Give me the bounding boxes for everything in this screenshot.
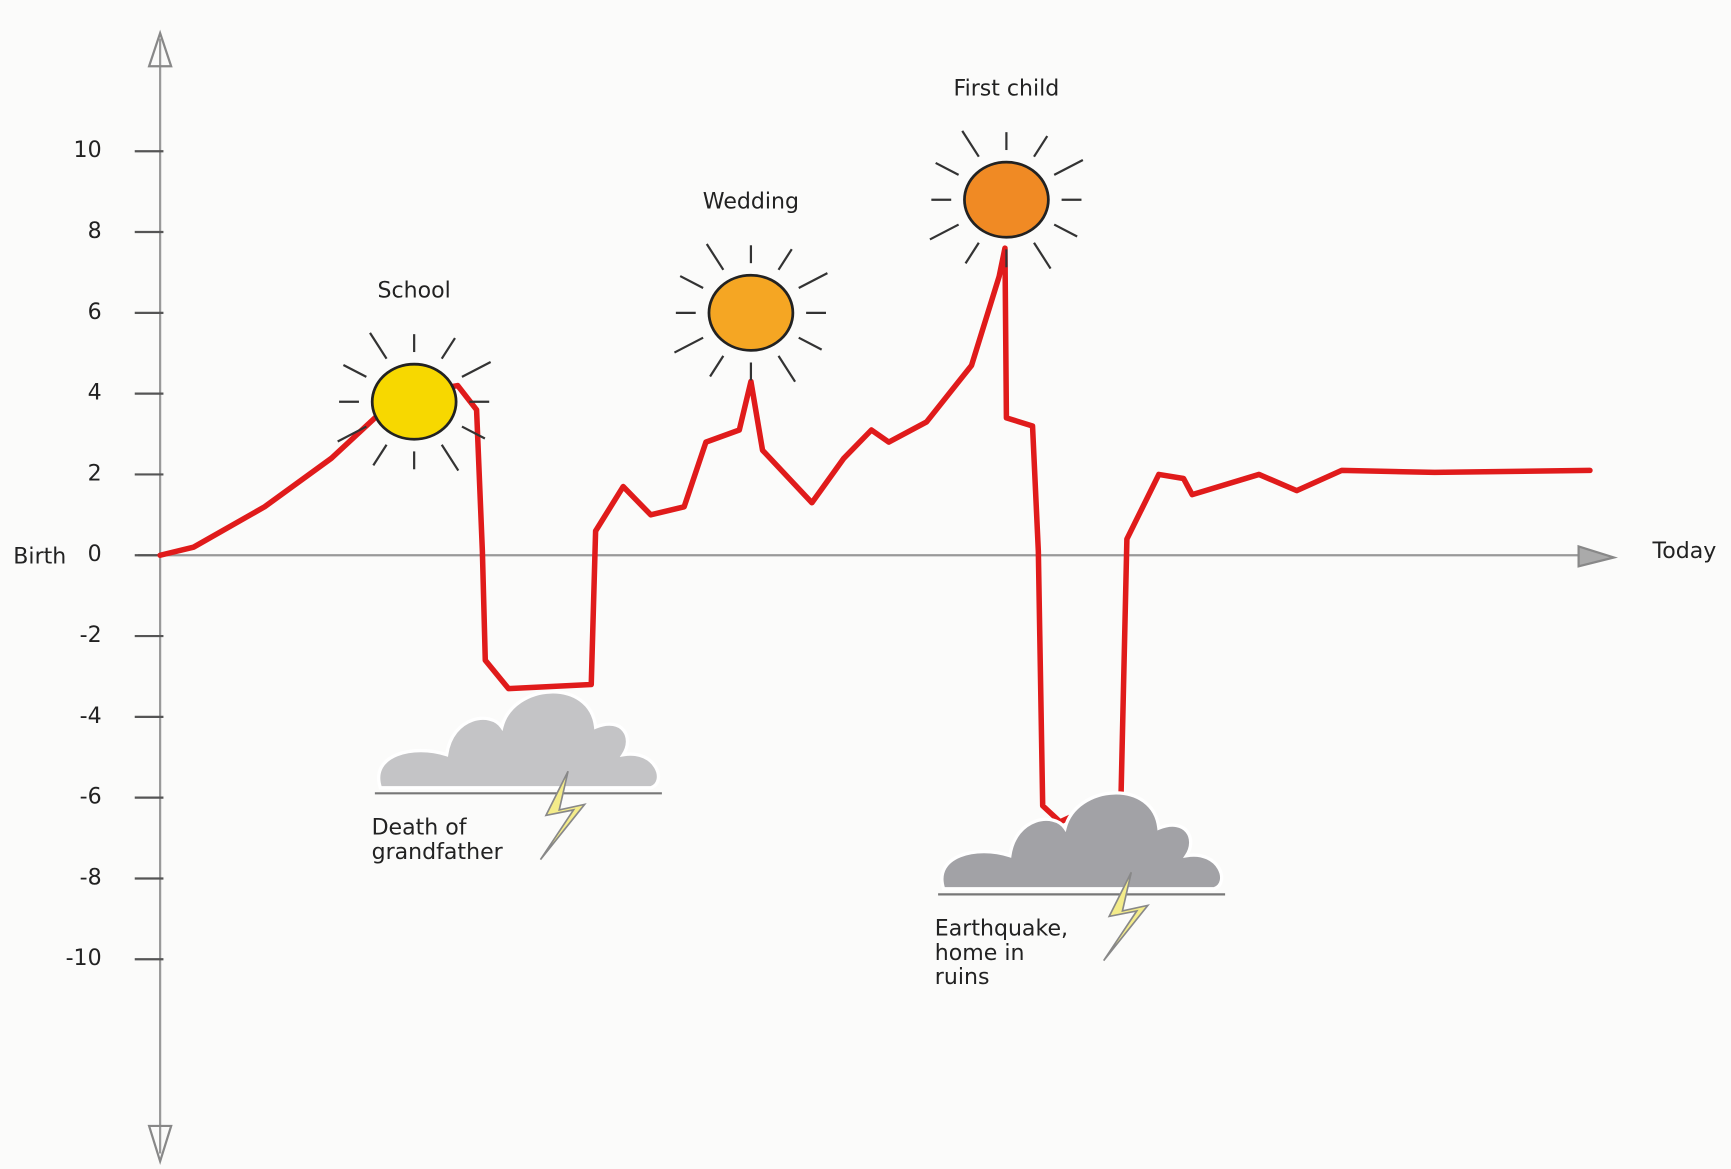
sun-ray — [799, 273, 828, 288]
y-tick-label: -10 — [66, 946, 102, 971]
y-tick-label: 2 — [88, 461, 102, 486]
sun — [674, 244, 827, 382]
cloud-body — [379, 692, 659, 788]
y-tick-label: 10 — [74, 138, 102, 163]
event-label: School — [378, 278, 451, 303]
event-label: grandfather — [372, 840, 504, 865]
sun-ray — [1054, 225, 1077, 237]
life-line — [160, 248, 1590, 822]
cloud-body — [942, 793, 1222, 889]
sun-ray — [779, 356, 796, 382]
y-tick-label: 0 — [88, 542, 102, 567]
sun-ray — [370, 333, 387, 359]
sun-ray — [707, 244, 724, 270]
sun-ray — [966, 243, 979, 264]
x-start-label: Birth — [13, 544, 66, 569]
sun-disc — [709, 275, 793, 350]
event-label: First child — [953, 76, 1059, 101]
x-end-label: Today — [1652, 539, 1717, 564]
sun-ray — [442, 338, 455, 359]
x-axis-arrow — [1579, 546, 1614, 566]
sun-ray — [710, 356, 723, 377]
event-label: Death of — [372, 816, 468, 841]
sun-ray — [1034, 243, 1051, 269]
event-label: Wedding — [703, 189, 799, 214]
sun-ray — [779, 249, 792, 270]
y-tick-label: 4 — [88, 381, 102, 406]
sun-disc — [372, 364, 456, 439]
sun-ray — [674, 338, 703, 353]
sun-ray — [930, 225, 959, 240]
y-tick-label: -6 — [80, 785, 102, 810]
event-label: ruins — [935, 965, 990, 990]
y-tick-label: 6 — [88, 300, 102, 325]
sun-ray — [373, 445, 386, 466]
chart: Birth Today -10 -8 -6 -4 -2 0 2 4 6 8 10 School Wedd… — [0, 0, 1731, 1169]
y-tick-label: -8 — [80, 865, 102, 890]
y-tick-label: 8 — [88, 219, 102, 244]
sun-ray — [799, 338, 822, 350]
y-tick-label: -4 — [80, 704, 102, 729]
sun-ray — [680, 276, 703, 288]
event-label: Earthquake, — [935, 917, 1068, 942]
sun-ray — [442, 445, 459, 471]
sun-ray — [1054, 160, 1083, 175]
sun-ray — [462, 427, 485, 439]
sun-ray — [962, 131, 979, 157]
sun-ray — [343, 365, 366, 377]
event-label: home in — [935, 941, 1025, 966]
sun-ray — [462, 362, 491, 377]
sun-disc — [964, 162, 1048, 237]
y-tick-label: -2 — [80, 623, 102, 648]
sun-ray — [1034, 136, 1047, 157]
sun-ray — [936, 163, 959, 175]
